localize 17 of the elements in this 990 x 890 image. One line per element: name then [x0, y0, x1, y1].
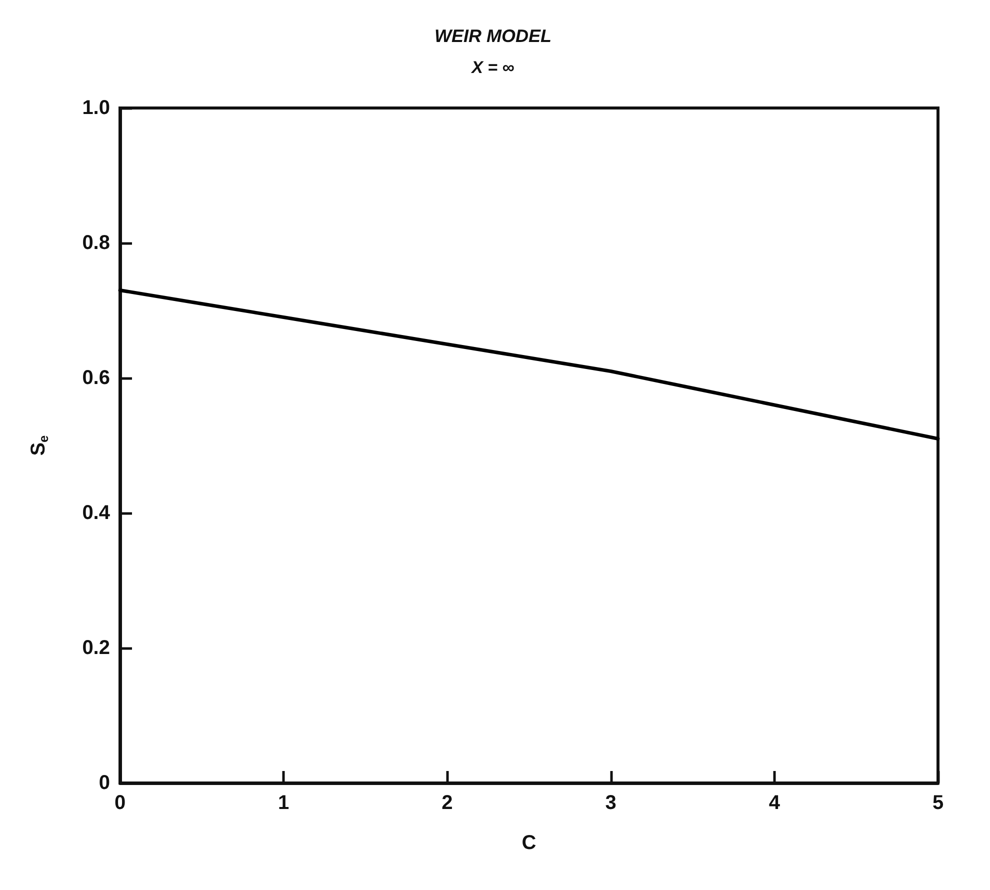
x-tick-label: 2	[442, 792, 453, 814]
y-axis-title: Se	[28, 435, 51, 456]
y-tick-label: 0.6	[82, 367, 110, 389]
y-tick-label: 0	[98, 772, 110, 794]
x-tick-label: 3	[605, 792, 616, 814]
y-tick-label: 0.2	[82, 637, 110, 659]
chart-title: WEIR MODEL	[434, 26, 552, 46]
x-tick-label: 5	[932, 792, 944, 814]
x-tick-label: 0	[114, 792, 126, 814]
y-tick-label: 1.0	[82, 97, 110, 119]
chart-subtitle: X = ∞	[470, 58, 514, 77]
x-tick-label: 4	[768, 792, 781, 814]
y-tick-label: 0.8	[82, 232, 110, 254]
x-tick-label: 1	[278, 792, 290, 814]
x-axis-title: C	[522, 832, 536, 854]
y-tick-label: 0.4	[82, 502, 111, 524]
line-series	[118, 288, 940, 440]
